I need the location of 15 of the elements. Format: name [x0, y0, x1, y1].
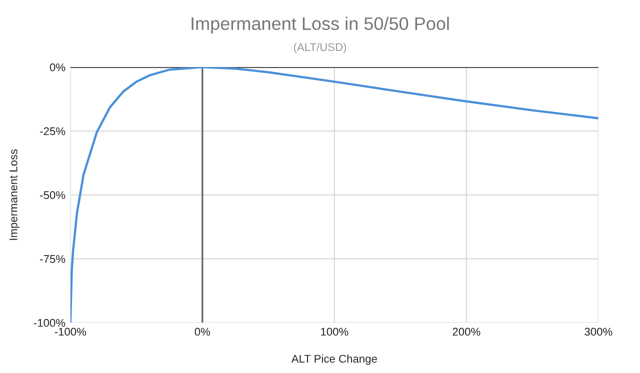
y-tick-label: -75% [40, 255, 66, 263]
y-tick-label: -50% [40, 191, 66, 200]
chart-subtitle: (ALT/USD) [294, 42, 346, 54]
x-tick-label: 200% [452, 328, 480, 336]
line-series [70, 67, 598, 323]
x-tick-label: 300% [584, 328, 612, 336]
x-tick-label: 0% [194, 328, 210, 336]
x-tick-label: 100% [321, 328, 348, 336]
x-tick-label: -100% [54, 328, 86, 336]
chart-title: Impermanent Loss in 50/50 Pool [192, 16, 449, 34]
x-axis-title: ALT Pice Change [291, 354, 377, 365]
y-tick-label: -25% [40, 127, 66, 136]
y-axis-title: Impermanent Loss [10, 149, 20, 240]
y-tick-label: -100% [34, 318, 66, 327]
y-tick-label: 0% [50, 63, 66, 72]
